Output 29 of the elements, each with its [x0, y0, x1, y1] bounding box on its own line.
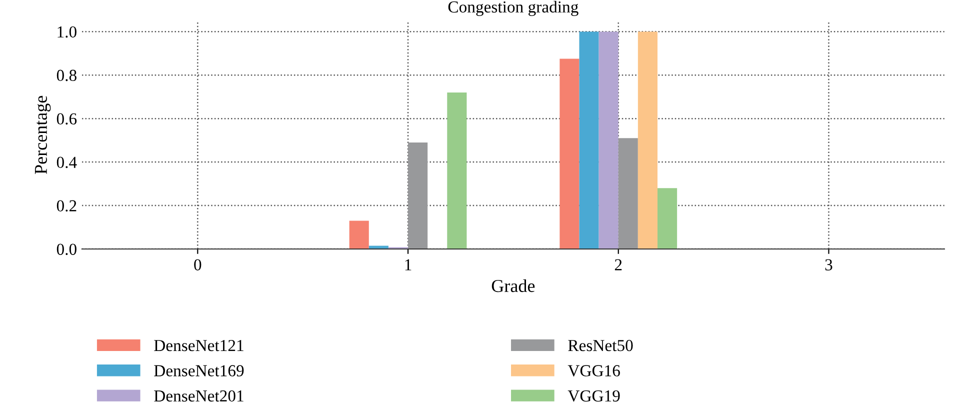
- bar: [560, 58, 580, 249]
- x-axis-title: Grade: [492, 279, 535, 292]
- bar: [657, 188, 678, 249]
- bar: [408, 142, 428, 249]
- legend-label: DenseNet201: [154, 390, 244, 402]
- bar: [618, 138, 638, 249]
- x-tick-label: 1: [405, 259, 412, 270]
- bar: [579, 32, 599, 249]
- y-tick-label: 1.0: [58, 26, 76, 38]
- legend-label: DenseNet121: [154, 340, 244, 352]
- legend-label: ResNet50: [568, 340, 633, 352]
- legend-label: DenseNet169: [154, 365, 244, 376]
- y-tick-label: 0.0: [56, 244, 76, 256]
- y-tick-label: 0.8: [56, 70, 76, 82]
- y-tick-label: 0.4: [56, 156, 77, 168]
- y-tick-label: 0.6: [56, 113, 77, 125]
- y-axis-title: Percentage: [34, 96, 51, 174]
- bar: [598, 32, 618, 249]
- bar: [368, 246, 388, 249]
- legend-label: VGG16: [568, 365, 620, 376]
- y-tick-label: 0.2: [56, 200, 76, 212]
- bar: [447, 92, 467, 249]
- x-tick-label: 2: [614, 259, 622, 270]
- x-tick-label: 0: [194, 259, 202, 270]
- legend-label: VGG19: [568, 390, 620, 402]
- bar: [349, 220, 369, 249]
- chart-title: Congestion grading: [448, 0, 578, 16]
- x-tick-label: 3: [825, 259, 832, 270]
- bar: [638, 32, 658, 249]
